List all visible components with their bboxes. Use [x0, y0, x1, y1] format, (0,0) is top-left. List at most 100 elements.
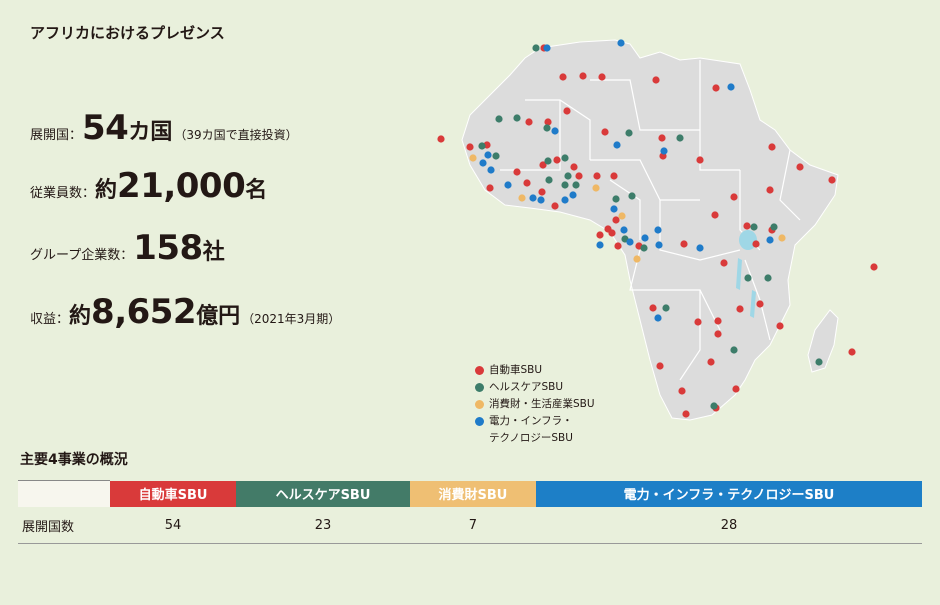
- presence-dot-automotive: [714, 317, 722, 325]
- presence-dot-consumer: [618, 212, 626, 220]
- presence-dot-automotive: [848, 348, 856, 356]
- presence-dot-automotive: [776, 322, 784, 330]
- presence-dot-automotive: [768, 143, 776, 151]
- map-legend: 自動車SBU ヘルスケアSBU 消費財・生活産業SBU 電力・インフラ・ テクノ…: [475, 362, 595, 447]
- legend-item-automotive: 自動車SBU: [475, 362, 595, 379]
- stat-number: 54: [82, 108, 129, 148]
- presence-dot-healthcare: [676, 134, 684, 142]
- presence-dot-automotive: [551, 202, 559, 210]
- presence-dot-power: [537, 196, 545, 204]
- presence-dot-automotive: [730, 193, 738, 201]
- legend-label: ヘルスケアSBU: [489, 381, 564, 393]
- lake-victoria: [739, 230, 757, 250]
- presence-dot-healthcare: [764, 274, 772, 282]
- stat-prefix: 約: [95, 178, 118, 203]
- presence-dot-power: [654, 226, 662, 234]
- presence-dot-automotive: [712, 84, 720, 92]
- stat-companies: グループ企業数： 158 社: [30, 228, 225, 268]
- presence-dot-power: [660, 147, 668, 155]
- presence-dot-power: [626, 238, 634, 246]
- presence-dot-consumer: [469, 154, 477, 162]
- presence-dots: [437, 39, 878, 418]
- presence-dot-automotive: [796, 163, 804, 171]
- presence-dot-automotive: [544, 118, 552, 126]
- presence-dot-automotive: [513, 168, 521, 176]
- presence-dot-power: [613, 141, 621, 149]
- lake-tanganyika: [736, 258, 742, 290]
- presence-dot-automotive: [486, 184, 494, 192]
- presence-dot-power: [504, 181, 512, 189]
- legend-dot-automotive: [475, 366, 484, 375]
- presence-dot-automotive: [720, 259, 728, 267]
- presence-dot-automotive: [743, 222, 751, 230]
- presence-dot-automotive: [466, 143, 474, 151]
- stat-number: 21,000: [117, 166, 246, 206]
- africa-map: [437, 39, 878, 421]
- presence-dot-power: [479, 159, 487, 167]
- presence-dot-power: [543, 44, 551, 52]
- value-consumer: 7: [409, 507, 536, 544]
- presence-dot-power: [655, 241, 663, 249]
- presence-dot-automotive: [570, 163, 578, 171]
- presence-dot-healthcare: [532, 44, 540, 52]
- column-header-consumer: 消費財SBU: [409, 480, 536, 507]
- business-overview-table: 自動車SBU ヘルスケアSBU 消費財SBU 電力・インフラ・テクノロジーSBU…: [18, 480, 922, 544]
- presence-dot-healthcare: [750, 223, 758, 231]
- presence-dot-power: [727, 83, 735, 91]
- presence-dot-consumer: [633, 255, 641, 263]
- presence-dot-automotive: [437, 135, 445, 143]
- stat-revenue: 収益： 約 8,652 億円 （2021年3月期）: [30, 292, 340, 332]
- presence-dot-automotive: [614, 242, 622, 250]
- presence-dot-healthcare: [744, 274, 752, 282]
- presence-dot-automotive: [610, 172, 618, 180]
- presence-dot-automotive: [652, 76, 660, 84]
- presence-dot-power: [766, 236, 774, 244]
- presence-dot-healthcare: [625, 129, 633, 137]
- presence-dot-automotive: [649, 304, 657, 312]
- africa-landmass: [461, 39, 839, 421]
- stat-countries: 展開国： 54 カ国 （39カ国で直接投資）: [30, 108, 298, 148]
- presence-dot-automotive: [601, 128, 609, 136]
- presence-dot-power: [617, 39, 625, 47]
- presence-dot-automotive: [732, 385, 740, 393]
- legend-label-continued: テクノロジーSBU: [489, 432, 573, 444]
- presence-dot-power: [654, 314, 662, 322]
- presence-dot-healthcare: [815, 358, 823, 366]
- stat-unit: 名: [245, 178, 268, 203]
- presence-dot-healthcare: [544, 157, 552, 165]
- table-row: 展開国数 54 23 7 28: [18, 507, 922, 544]
- legend-label: 電力・インフラ・: [489, 415, 573, 427]
- presence-dot-automotive: [752, 240, 760, 248]
- presence-dot-consumer: [592, 184, 600, 192]
- legend-item-consumer: 消費財・生活産業SBU: [475, 396, 595, 413]
- stat-number: 158: [133, 228, 203, 268]
- stat-label: 展開国：: [30, 128, 83, 143]
- stat-label: 従業員数：: [30, 186, 96, 201]
- presence-dot-automotive: [707, 358, 715, 366]
- presence-dot-automotive: [678, 387, 686, 395]
- presence-dot-healthcare: [495, 115, 503, 123]
- presence-dot-power: [569, 191, 577, 199]
- presence-dot-automotive: [870, 263, 878, 271]
- stat-employees: 従業員数： 約 21,000 名: [30, 166, 267, 206]
- presence-dot-automotive: [680, 240, 688, 248]
- presence-dot-automotive: [559, 73, 567, 81]
- presence-dot-power: [620, 226, 628, 234]
- value-healthcare: 23: [236, 507, 410, 544]
- presence-dot-power: [561, 196, 569, 204]
- presence-dot-automotive: [563, 107, 571, 115]
- stat-note: （2021年3月期）: [242, 312, 341, 326]
- presence-dot-automotive: [656, 362, 664, 370]
- presence-dot-automotive: [575, 172, 583, 180]
- presence-dot-automotive: [682, 410, 690, 418]
- value-automotive: 54: [110, 507, 237, 544]
- presence-dot-power: [551, 127, 559, 135]
- presence-dot-power: [487, 166, 495, 174]
- presence-dot-consumer: [518, 194, 526, 202]
- presence-dot-power: [596, 241, 604, 249]
- table-header-row: 自動車SBU ヘルスケアSBU 消費財SBU 電力・インフラ・テクノロジーSBU: [18, 480, 922, 507]
- presence-dot-automotive: [694, 318, 702, 326]
- presence-dot-automotive: [711, 211, 719, 219]
- presence-dot-automotive: [598, 73, 606, 81]
- presence-dot-automotive: [766, 186, 774, 194]
